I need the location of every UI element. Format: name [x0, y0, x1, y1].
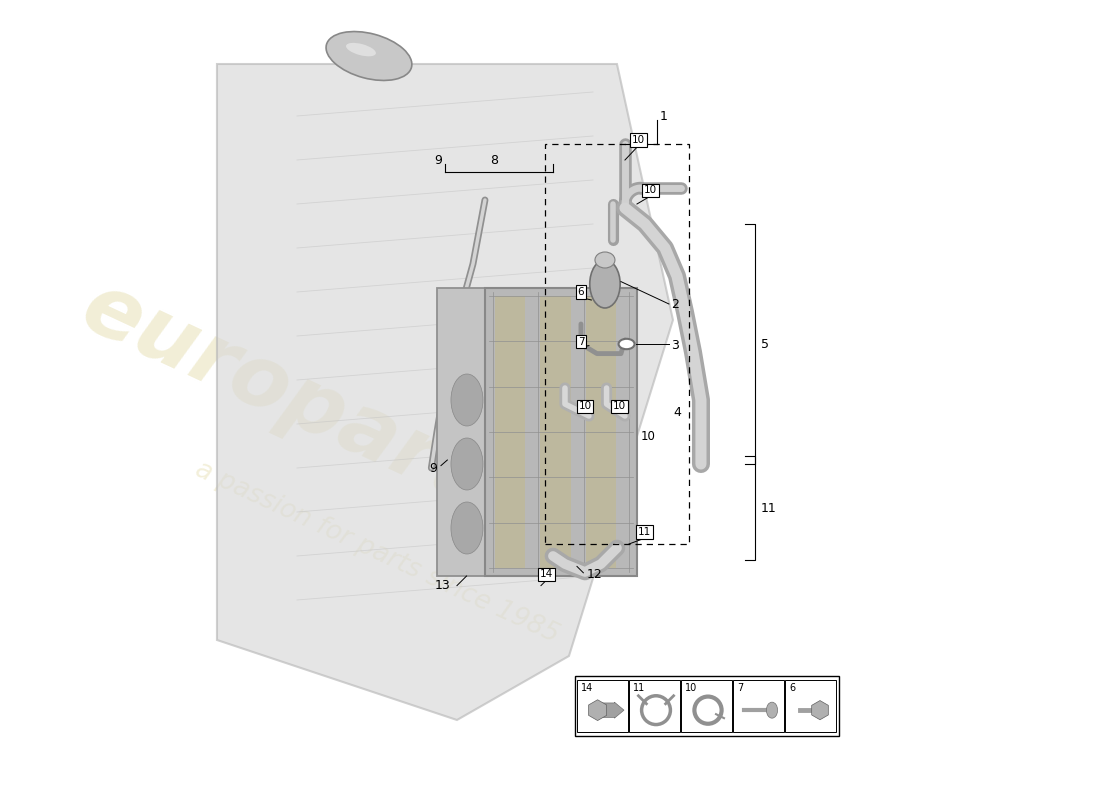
Ellipse shape	[767, 702, 778, 718]
Text: 10: 10	[579, 402, 592, 411]
Text: 10: 10	[632, 135, 645, 145]
FancyBboxPatch shape	[578, 680, 628, 732]
FancyBboxPatch shape	[495, 296, 525, 568]
Text: 13: 13	[434, 579, 450, 592]
Polygon shape	[217, 64, 673, 720]
Text: 5: 5	[761, 338, 769, 350]
FancyBboxPatch shape	[629, 680, 680, 732]
Text: 11: 11	[632, 683, 646, 693]
Text: 14: 14	[581, 683, 593, 693]
Text: 7: 7	[578, 337, 584, 346]
Text: 6: 6	[789, 683, 795, 693]
Text: 10: 10	[685, 683, 697, 693]
Text: 2: 2	[671, 298, 679, 310]
Text: 12: 12	[586, 568, 603, 581]
FancyBboxPatch shape	[437, 288, 497, 576]
Ellipse shape	[451, 438, 483, 490]
Text: 11: 11	[638, 527, 651, 537]
FancyBboxPatch shape	[586, 296, 616, 568]
FancyBboxPatch shape	[785, 680, 836, 732]
Text: 4: 4	[673, 406, 681, 418]
Text: 3: 3	[671, 339, 679, 352]
Text: 8: 8	[491, 154, 498, 166]
Text: 9: 9	[429, 462, 437, 474]
Text: 10: 10	[644, 186, 657, 195]
Text: 6: 6	[578, 287, 584, 297]
FancyBboxPatch shape	[485, 288, 637, 576]
Ellipse shape	[346, 43, 376, 56]
Text: 7: 7	[737, 683, 744, 693]
Ellipse shape	[618, 339, 635, 349]
Text: 10: 10	[613, 402, 626, 411]
Text: 10: 10	[641, 430, 656, 442]
FancyBboxPatch shape	[681, 680, 733, 732]
FancyArrow shape	[594, 702, 624, 718]
Text: 14: 14	[540, 570, 553, 579]
Text: europartes: europartes	[69, 266, 588, 566]
FancyBboxPatch shape	[540, 296, 571, 568]
FancyBboxPatch shape	[733, 680, 784, 732]
Text: 9: 9	[434, 154, 442, 166]
Ellipse shape	[451, 502, 483, 554]
Text: 1: 1	[659, 110, 668, 122]
Text: 11: 11	[761, 502, 777, 514]
Ellipse shape	[590, 260, 620, 308]
Ellipse shape	[595, 252, 615, 268]
Ellipse shape	[451, 374, 483, 426]
Ellipse shape	[326, 31, 411, 81]
Text: a passion for parts since 1985: a passion for parts since 1985	[191, 456, 563, 648]
FancyBboxPatch shape	[575, 676, 838, 736]
